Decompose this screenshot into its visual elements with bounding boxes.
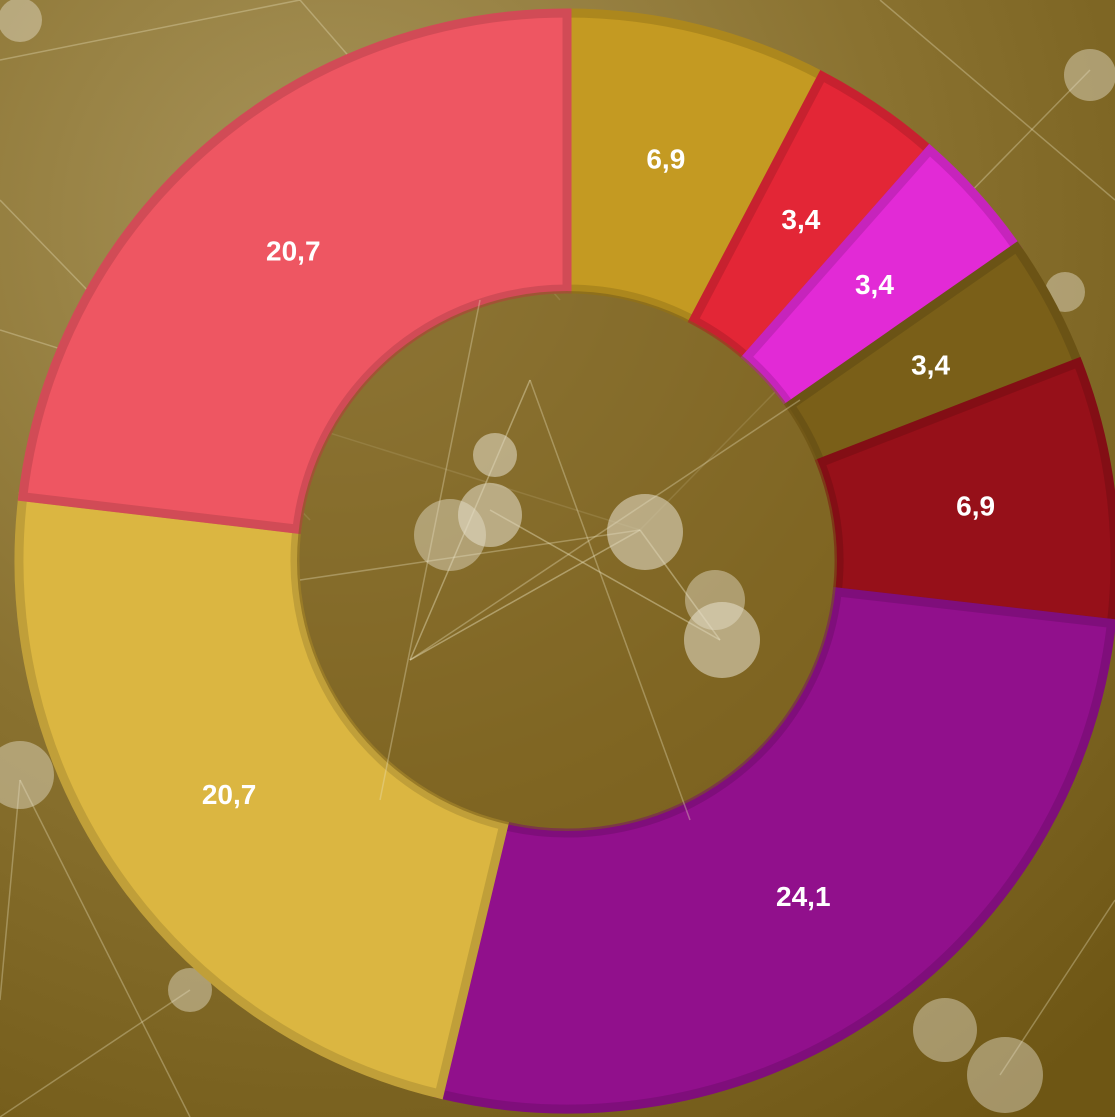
data-labels: 6,9 3,4 3,4 3,4 6,9 24,1 20,7 20,7 <box>202 143 995 911</box>
data-label: 3,4 <box>911 350 950 381</box>
segment-border <box>433 586 1115 1114</box>
segment-border <box>14 491 510 1100</box>
data-label: 20,7 <box>202 779 257 810</box>
data-label: 6,9 <box>646 143 685 174</box>
donut-segment <box>433 586 1115 1114</box>
data-label: 3,4 <box>781 204 820 235</box>
data-label: 20,7 <box>266 235 321 266</box>
data-label: 3,4 <box>855 269 894 300</box>
donut <box>14 8 1115 1114</box>
hole-network <box>299 299 801 821</box>
data-label: 24,1 <box>776 881 831 912</box>
donut-segment <box>17 8 572 535</box>
donut-hole <box>297 291 837 831</box>
segment-border <box>17 8 572 535</box>
donut-segment <box>14 491 510 1100</box>
data-label: 6,9 <box>956 491 995 522</box>
